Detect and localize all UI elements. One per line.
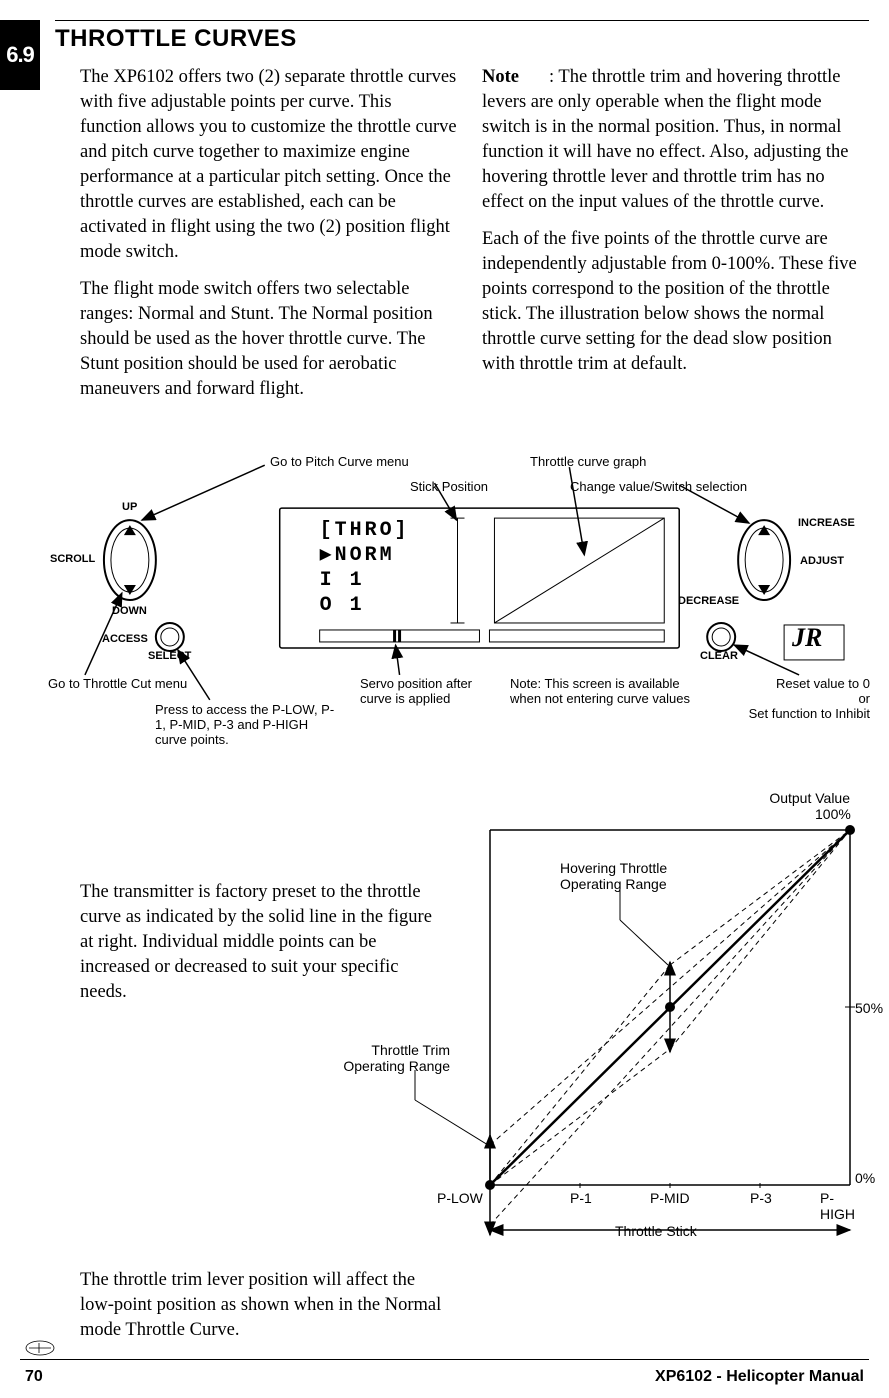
scroll-up-label: UP bbox=[122, 501, 137, 514]
lcd-diagram: [THRO] ▶NORM I 1 O 1 bbox=[40, 465, 869, 745]
lcd-line: I 1 bbox=[320, 568, 365, 591]
axis-tick-label: 50% bbox=[855, 1000, 883, 1016]
throttle-curve-graph: Output Value 100% 50% 0% P-LOW P-1 P-MID… bbox=[455, 790, 865, 1250]
range-label: Hovering Throttle Operating Range bbox=[560, 860, 680, 892]
axis-tick-label: P-HIGH bbox=[820, 1190, 865, 1222]
access-label: ACCESS bbox=[102, 633, 148, 646]
callout-label: Servo position after curve is applied bbox=[360, 677, 490, 707]
scroll-label: SCROLL bbox=[50, 553, 95, 566]
callout-label: Throttle curve graph bbox=[530, 455, 646, 470]
plane-icon bbox=[25, 1340, 55, 1356]
callout-label: Press to access the P-LOW, P-1, P-MID, P… bbox=[155, 703, 335, 748]
callout-label: Stick Position bbox=[410, 480, 488, 495]
right-column: Note: The throttle trim and hovering thr… bbox=[482, 65, 859, 414]
heading-rule bbox=[55, 20, 869, 21]
axis-tick-label: P-LOW bbox=[437, 1190, 483, 1206]
body-columns: The XP6102 offers two (2) separate throt… bbox=[80, 65, 859, 414]
axis-tick-label: 100% bbox=[815, 806, 851, 822]
axis-tick-label: P-MID bbox=[650, 1190, 690, 1206]
callout-label: Go to Pitch Curve menu bbox=[270, 455, 409, 470]
paragraph: Each of the five points of the throttle … bbox=[482, 227, 859, 377]
axis-tick-label: 0% bbox=[855, 1170, 875, 1186]
callout-label: or bbox=[760, 692, 870, 707]
decrease-label: DECREASE bbox=[678, 595, 739, 608]
axis-tick-label: P-1 bbox=[570, 1190, 592, 1206]
note-label: Note bbox=[482, 67, 519, 87]
lcd-line: O 1 bbox=[320, 593, 365, 616]
paragraph: The flight mode switch offers two select… bbox=[80, 277, 457, 402]
jr-logo: JR bbox=[792, 623, 822, 653]
note-body: : The throttle trim and hovering throttl… bbox=[482, 67, 849, 212]
increase-label: INCREASE bbox=[798, 517, 855, 530]
callout-label: Reset value to 0 bbox=[760, 677, 870, 692]
footer-rule bbox=[20, 1359, 869, 1360]
adjust-label: ADJUST bbox=[800, 555, 844, 568]
page-heading: THROTTLE CURVES bbox=[55, 25, 297, 53]
note-bold: not bbox=[545, 691, 563, 706]
callout-label: Set function to Inhibit bbox=[740, 707, 870, 722]
scroll-down-label: DOWN bbox=[112, 605, 147, 618]
note-text: entering curve values bbox=[563, 691, 690, 706]
axis-label: Output Value bbox=[755, 790, 850, 806]
page-number: 70 bbox=[25, 1368, 43, 1386]
footer-title: XP6102 - Helicopter Manual bbox=[655, 1368, 864, 1386]
paragraph: The XP6102 offers two (2) separate throt… bbox=[80, 65, 457, 265]
callout-label: Change value/Switch selection bbox=[570, 480, 747, 495]
lcd-line: ▶NORM bbox=[320, 543, 395, 566]
paragraph: Note: The throttle trim and hovering thr… bbox=[482, 65, 859, 215]
axis-tick-label: P-3 bbox=[750, 1190, 772, 1206]
callout-label: Go to Throttle Cut menu bbox=[48, 677, 187, 692]
axis-label: Throttle Stick bbox=[615, 1223, 697, 1239]
section-tab: 6.9 bbox=[0, 20, 40, 90]
left-column: The XP6102 offers two (2) separate throt… bbox=[80, 65, 457, 414]
paragraph: The throttle trim lever position will af… bbox=[80, 1268, 445, 1343]
callout-label: Note: This screen is available when not … bbox=[510, 677, 690, 707]
note-prefix: Note bbox=[510, 676, 537, 691]
range-label: Throttle Trim Operating Range bbox=[340, 1042, 450, 1074]
lcd-line: [THRO] bbox=[320, 518, 410, 541]
clear-label: CLEAR bbox=[700, 650, 738, 663]
paragraph: The transmitter is factory preset to the… bbox=[80, 880, 445, 1005]
select-label: SELECT bbox=[148, 650, 191, 663]
